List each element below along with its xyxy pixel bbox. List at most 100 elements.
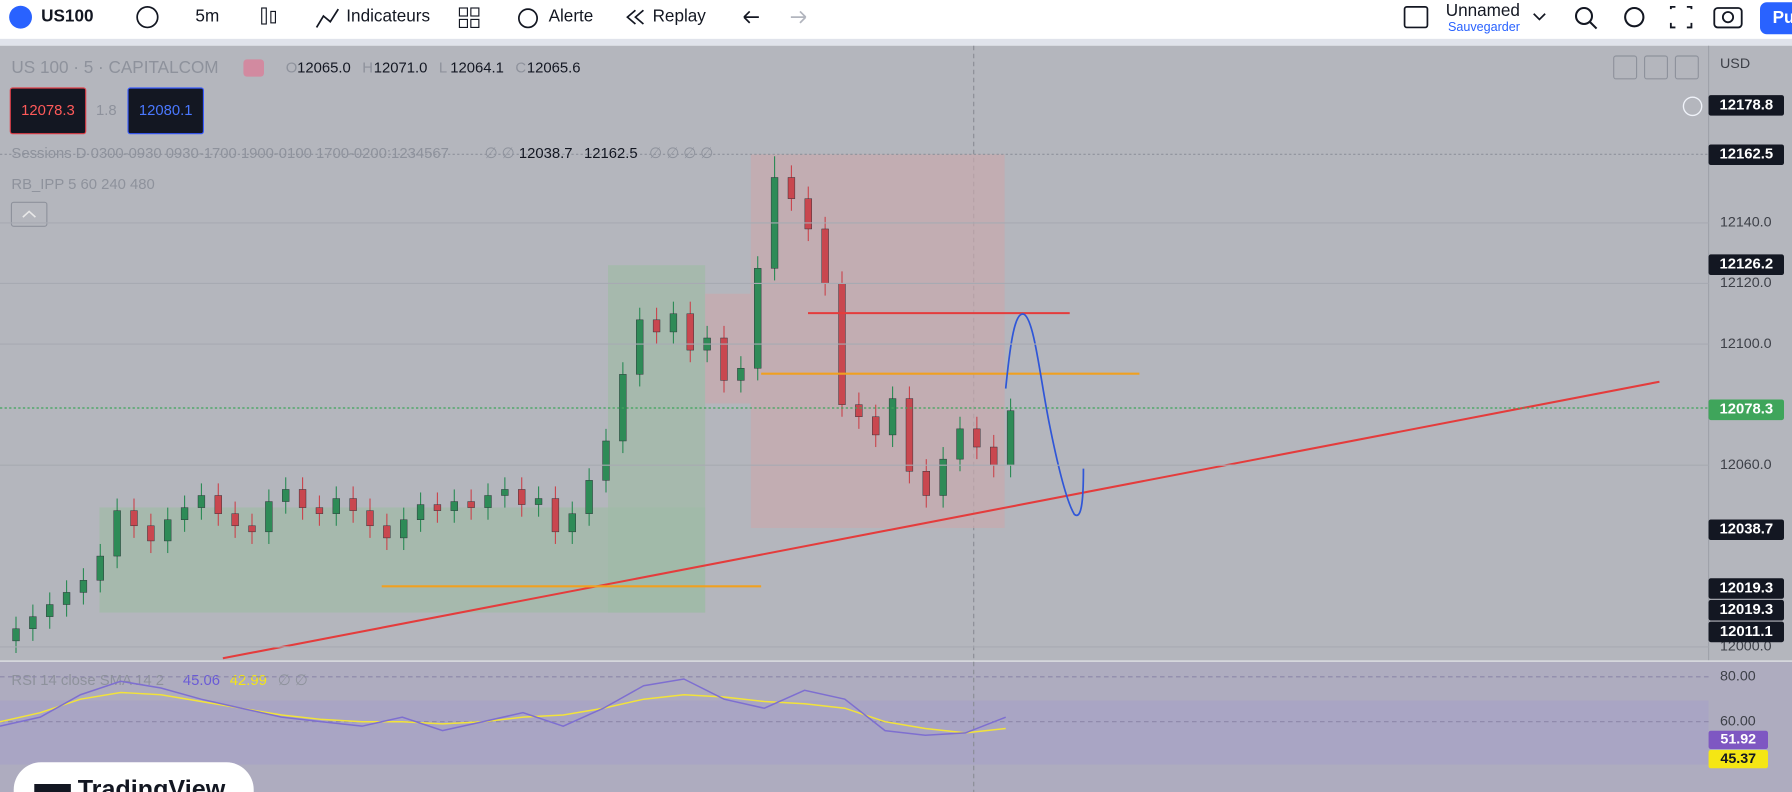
logo-badge[interactable]: [13, 762, 254, 792]
candle-body: [467, 501, 475, 508]
y-tick-label: 12060.0: [1720, 457, 1772, 473]
templates-2: [470, 7, 480, 17]
candle-body: [484, 495, 492, 508]
add-alert[interactable]: [1682, 96, 1703, 117]
ohlc-key: H: [362, 60, 373, 76]
candle-body: [298, 489, 307, 508]
pane-button[interactable]: [1613, 55, 1638, 80]
price-tag: [1708, 621, 1784, 643]
alert[interactable]: Alerte: [549, 6, 594, 26]
candle-body: [113, 510, 121, 557]
ohlc-value: 12065.6: [527, 60, 581, 76]
range-box[interactable]: [705, 293, 751, 404]
bid[interactable]: 12078.3: [21, 103, 75, 119]
price-tag-label: 12126.2: [1719, 257, 1773, 273]
sma-line: [0, 691, 1006, 734]
rsi-line: [0, 678, 1006, 736]
candle-body: [29, 616, 37, 629]
ohlc-value: 12071.0: [374, 60, 428, 76]
collapse-legend[interactable]: [10, 201, 48, 227]
candle-body: [130, 510, 138, 527]
ask-button[interactable]: [127, 87, 204, 135]
freehand-drawing[interactable]: [1004, 313, 1085, 517]
candle-body: [416, 504, 425, 520]
candle-body: [366, 510, 374, 527]
candle-body: [349, 498, 357, 511]
candle-body: [315, 507, 324, 514]
candle-body: [939, 458, 947, 496]
ask[interactable]: 12080.1: [139, 103, 193, 119]
price-tag-label: 12038.7: [1719, 522, 1773, 538]
price-tag-label: 12162.5: [1719, 147, 1773, 163]
candle-body: [787, 177, 796, 199]
templates[interactable]: [458, 7, 468, 17]
fullscreen[interactable]: [1669, 5, 1693, 29]
candle-body: [872, 416, 880, 436]
price-axis: [1708, 45, 1792, 661]
price-tag: [1708, 599, 1784, 621]
logo: TradingView: [78, 775, 226, 792]
candle-body: [197, 495, 206, 508]
candle-body: [652, 319, 661, 333]
undo[interactable]: [743, 10, 759, 24]
toolbar-border: [0, 38, 1792, 46]
candle-body: [180, 507, 189, 520]
toolbar: [0, 0, 1792, 39]
candle-body: [804, 198, 812, 230]
candle-body: [821, 228, 829, 284]
sessions-empty: ∅ ∅: [485, 146, 515, 162]
snapshot[interactable]: [1713, 7, 1743, 29]
price-tag-label: 12019.3: [1719, 580, 1773, 596]
y-tick-label: 12100.0: [1720, 336, 1772, 352]
replay[interactable]: Replay: [653, 6, 707, 26]
rsi-tag-label: 45.37: [1720, 751, 1756, 767]
symbol[interactable]: US100: [41, 6, 93, 26]
legend-flag: [243, 59, 264, 77]
add-symbol[interactable]: [136, 6, 159, 29]
logo-mark: [34, 784, 71, 792]
templates-3: [458, 18, 468, 28]
pane-button[interactable]: [1674, 55, 1699, 80]
chart-type[interactable]: [261, 7, 267, 25]
candle-body: [905, 398, 914, 472]
rsi-tag-label: 51.92: [1720, 732, 1756, 748]
rb-ipp-legend: RB_IPP 5 60 240 480: [11, 177, 154, 193]
publish-button[interactable]: [1760, 2, 1792, 35]
range-box[interactable]: [750, 154, 1005, 529]
publish[interactable]: Pu: [1773, 7, 1792, 27]
candle-body: [737, 368, 745, 381]
candle-body: [332, 498, 340, 514]
candle-body: [433, 504, 442, 511]
pane-button[interactable]: [1644, 55, 1668, 80]
y-tick-label: 80.00: [1720, 669, 1756, 685]
search[interactable]: [1574, 6, 1594, 26]
settings[interactable]: [1624, 6, 1645, 28]
currency[interactable]: USD: [1720, 56, 1750, 72]
candle-body: [265, 501, 273, 533]
candle-body: [96, 555, 104, 581]
candle-body: [231, 513, 239, 527]
candle-body: [62, 592, 71, 605]
interval[interactable]: 5m: [195, 6, 219, 26]
ohlc-key: C: [515, 60, 526, 76]
candle-body: [501, 489, 509, 496]
candle-body: [12, 628, 20, 642]
layout-name[interactable]: Unnamed: [1446, 0, 1520, 20]
bid-button[interactable]: [9, 87, 87, 135]
candle-body: [534, 498, 543, 505]
layout-menu[interactable]: [1533, 13, 1546, 21]
candle-body: [669, 313, 678, 333]
snapshot-lens: [1721, 11, 1735, 24]
price-tag-label: 12178.8: [1719, 97, 1773, 113]
candle-body: [46, 604, 54, 617]
indicators[interactable]: Indicateurs: [346, 6, 430, 26]
candle-body: [636, 319, 644, 375]
layout-icon[interactable]: [1403, 6, 1429, 29]
redo[interactable]: [790, 10, 807, 24]
candle-body: [147, 525, 155, 542]
price-tag-label: 12078.3: [1719, 402, 1773, 418]
price-tag: [1708, 254, 1784, 275]
trend-line[interactable]: [222, 380, 1660, 660]
sessions-empty: ∅ ∅ ∅ ∅: [649, 146, 713, 162]
